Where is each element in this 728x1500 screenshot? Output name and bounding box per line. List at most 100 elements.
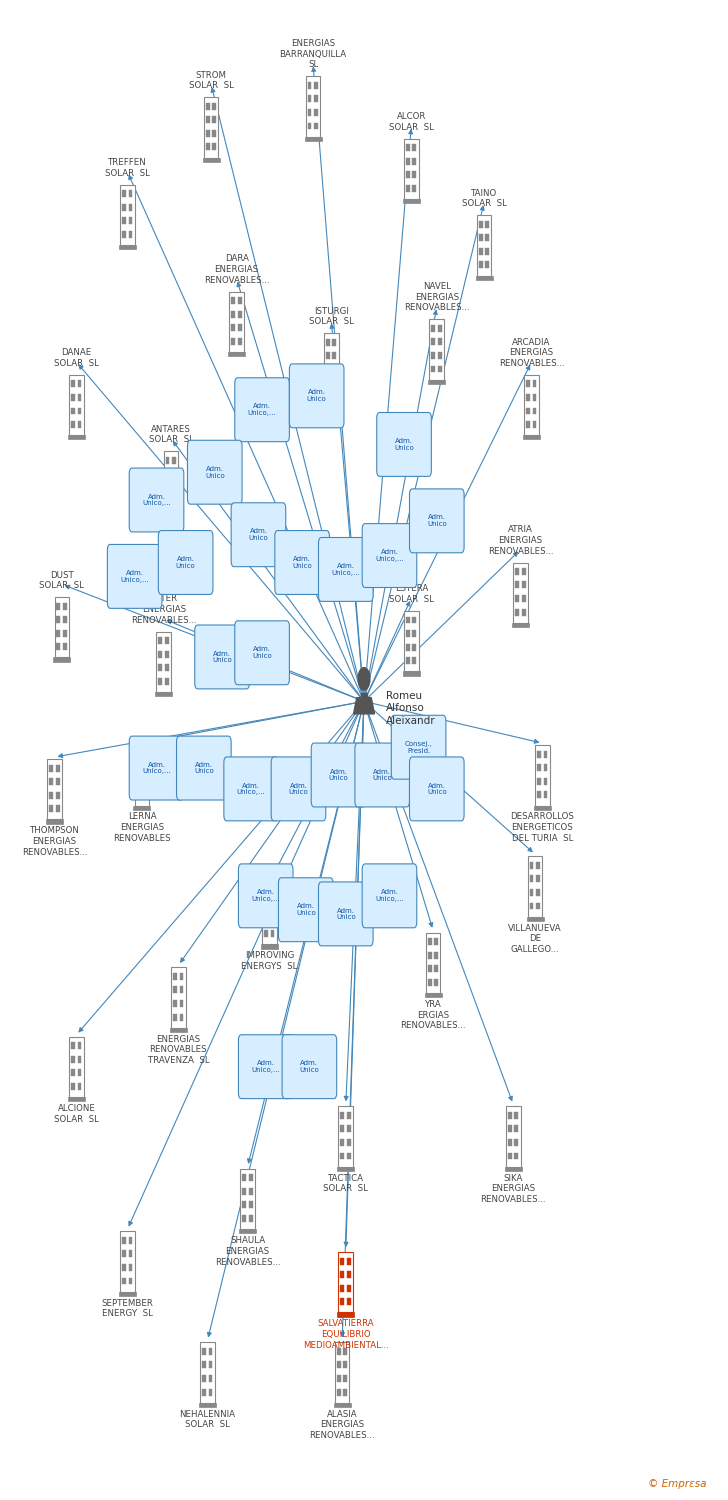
FancyBboxPatch shape <box>341 1125 344 1132</box>
FancyBboxPatch shape <box>347 1125 351 1132</box>
FancyBboxPatch shape <box>173 484 176 490</box>
FancyBboxPatch shape <box>264 890 268 897</box>
FancyBboxPatch shape <box>522 609 526 615</box>
Text: Adm.
Unico: Adm. Unico <box>372 768 392 782</box>
FancyBboxPatch shape <box>339 1252 353 1312</box>
FancyBboxPatch shape <box>515 596 519 602</box>
FancyBboxPatch shape <box>71 1042 75 1050</box>
FancyBboxPatch shape <box>432 326 435 332</box>
FancyBboxPatch shape <box>409 758 464 820</box>
Text: IMPROVING
ENERGYS  SL: IMPROVING ENERGYS SL <box>241 951 298 970</box>
FancyBboxPatch shape <box>129 1251 132 1257</box>
FancyBboxPatch shape <box>428 980 432 986</box>
FancyBboxPatch shape <box>319 882 373 946</box>
FancyBboxPatch shape <box>426 933 440 993</box>
FancyBboxPatch shape <box>308 82 312 88</box>
FancyBboxPatch shape <box>341 1286 344 1292</box>
Text: LERNA
ENERGIAS
RENOVABLES: LERNA ENERGIAS RENOVABLES <box>113 813 171 843</box>
FancyBboxPatch shape <box>143 792 147 798</box>
FancyBboxPatch shape <box>404 610 419 672</box>
FancyBboxPatch shape <box>432 366 435 372</box>
FancyBboxPatch shape <box>363 864 417 928</box>
FancyBboxPatch shape <box>249 1174 253 1180</box>
FancyBboxPatch shape <box>508 1112 512 1119</box>
FancyBboxPatch shape <box>108 544 162 609</box>
FancyBboxPatch shape <box>240 1168 255 1228</box>
FancyBboxPatch shape <box>534 806 551 810</box>
FancyBboxPatch shape <box>326 380 330 387</box>
FancyBboxPatch shape <box>78 408 82 414</box>
FancyBboxPatch shape <box>271 930 274 938</box>
FancyBboxPatch shape <box>413 644 416 651</box>
FancyBboxPatch shape <box>119 1292 136 1296</box>
FancyBboxPatch shape <box>78 1070 82 1077</box>
FancyBboxPatch shape <box>166 498 170 504</box>
FancyBboxPatch shape <box>213 130 216 136</box>
Text: Adm.
Unico: Adm. Unico <box>212 651 232 663</box>
FancyBboxPatch shape <box>508 1152 512 1160</box>
FancyBboxPatch shape <box>347 1286 351 1292</box>
FancyBboxPatch shape <box>404 140 419 200</box>
Text: ARCADIA
ENERGIAS
RENOVABLES...: ARCADIA ENERGIAS RENOVABLES... <box>499 338 564 368</box>
FancyBboxPatch shape <box>173 1000 177 1006</box>
FancyBboxPatch shape <box>515 1152 518 1160</box>
FancyBboxPatch shape <box>165 651 169 658</box>
FancyBboxPatch shape <box>428 966 432 972</box>
FancyBboxPatch shape <box>515 568 519 574</box>
FancyBboxPatch shape <box>278 878 333 942</box>
FancyBboxPatch shape <box>530 862 534 868</box>
FancyBboxPatch shape <box>50 765 53 771</box>
FancyBboxPatch shape <box>406 171 410 178</box>
FancyBboxPatch shape <box>477 216 491 276</box>
FancyBboxPatch shape <box>129 1238 132 1244</box>
FancyBboxPatch shape <box>337 1389 341 1395</box>
Text: Adm.
Unico,...: Adm. Unico,... <box>248 404 277 416</box>
FancyBboxPatch shape <box>479 234 483 242</box>
FancyBboxPatch shape <box>435 938 438 945</box>
FancyBboxPatch shape <box>173 1014 177 1020</box>
FancyBboxPatch shape <box>333 1402 351 1407</box>
Text: TACTICA
SOLAR  SL: TACTICA SOLAR SL <box>323 1173 368 1194</box>
Text: ESTERA
SOLAR  SL: ESTERA SOLAR SL <box>389 585 434 604</box>
FancyBboxPatch shape <box>522 596 526 602</box>
FancyBboxPatch shape <box>347 1138 351 1146</box>
FancyBboxPatch shape <box>57 603 60 609</box>
FancyBboxPatch shape <box>228 352 245 356</box>
Text: SEPTEMBER
ENERGY  SL: SEPTEMBER ENERGY SL <box>101 1299 154 1318</box>
FancyBboxPatch shape <box>413 158 416 165</box>
FancyBboxPatch shape <box>57 630 60 636</box>
FancyBboxPatch shape <box>347 1270 351 1278</box>
FancyBboxPatch shape <box>526 916 544 921</box>
FancyBboxPatch shape <box>78 1083 82 1090</box>
Text: Adm.
Unico: Adm. Unico <box>296 903 316 916</box>
FancyBboxPatch shape <box>166 458 170 464</box>
FancyBboxPatch shape <box>533 422 537 428</box>
FancyBboxPatch shape <box>506 1107 521 1167</box>
FancyBboxPatch shape <box>209 1389 213 1395</box>
FancyBboxPatch shape <box>206 116 210 123</box>
FancyBboxPatch shape <box>68 435 85 439</box>
FancyBboxPatch shape <box>438 366 442 372</box>
FancyBboxPatch shape <box>129 190 132 196</box>
FancyBboxPatch shape <box>165 638 169 645</box>
FancyBboxPatch shape <box>428 952 432 958</box>
FancyBboxPatch shape <box>432 352 435 358</box>
FancyBboxPatch shape <box>157 632 171 692</box>
Text: Adm.
Unico,...: Adm. Unico,... <box>375 549 404 562</box>
FancyBboxPatch shape <box>335 1342 349 1402</box>
FancyBboxPatch shape <box>159 664 162 672</box>
FancyBboxPatch shape <box>428 380 446 384</box>
FancyBboxPatch shape <box>202 1362 206 1368</box>
FancyBboxPatch shape <box>177 736 232 800</box>
FancyBboxPatch shape <box>63 603 67 609</box>
FancyBboxPatch shape <box>69 1036 84 1096</box>
Polygon shape <box>354 698 374 714</box>
FancyBboxPatch shape <box>71 422 75 428</box>
FancyBboxPatch shape <box>438 339 442 345</box>
FancyBboxPatch shape <box>337 1376 341 1382</box>
FancyBboxPatch shape <box>239 1035 293 1098</box>
FancyBboxPatch shape <box>409 489 464 554</box>
Text: Adm.
Unico,...: Adm. Unico,... <box>251 1060 280 1072</box>
FancyBboxPatch shape <box>523 435 540 439</box>
FancyBboxPatch shape <box>339 1107 353 1167</box>
